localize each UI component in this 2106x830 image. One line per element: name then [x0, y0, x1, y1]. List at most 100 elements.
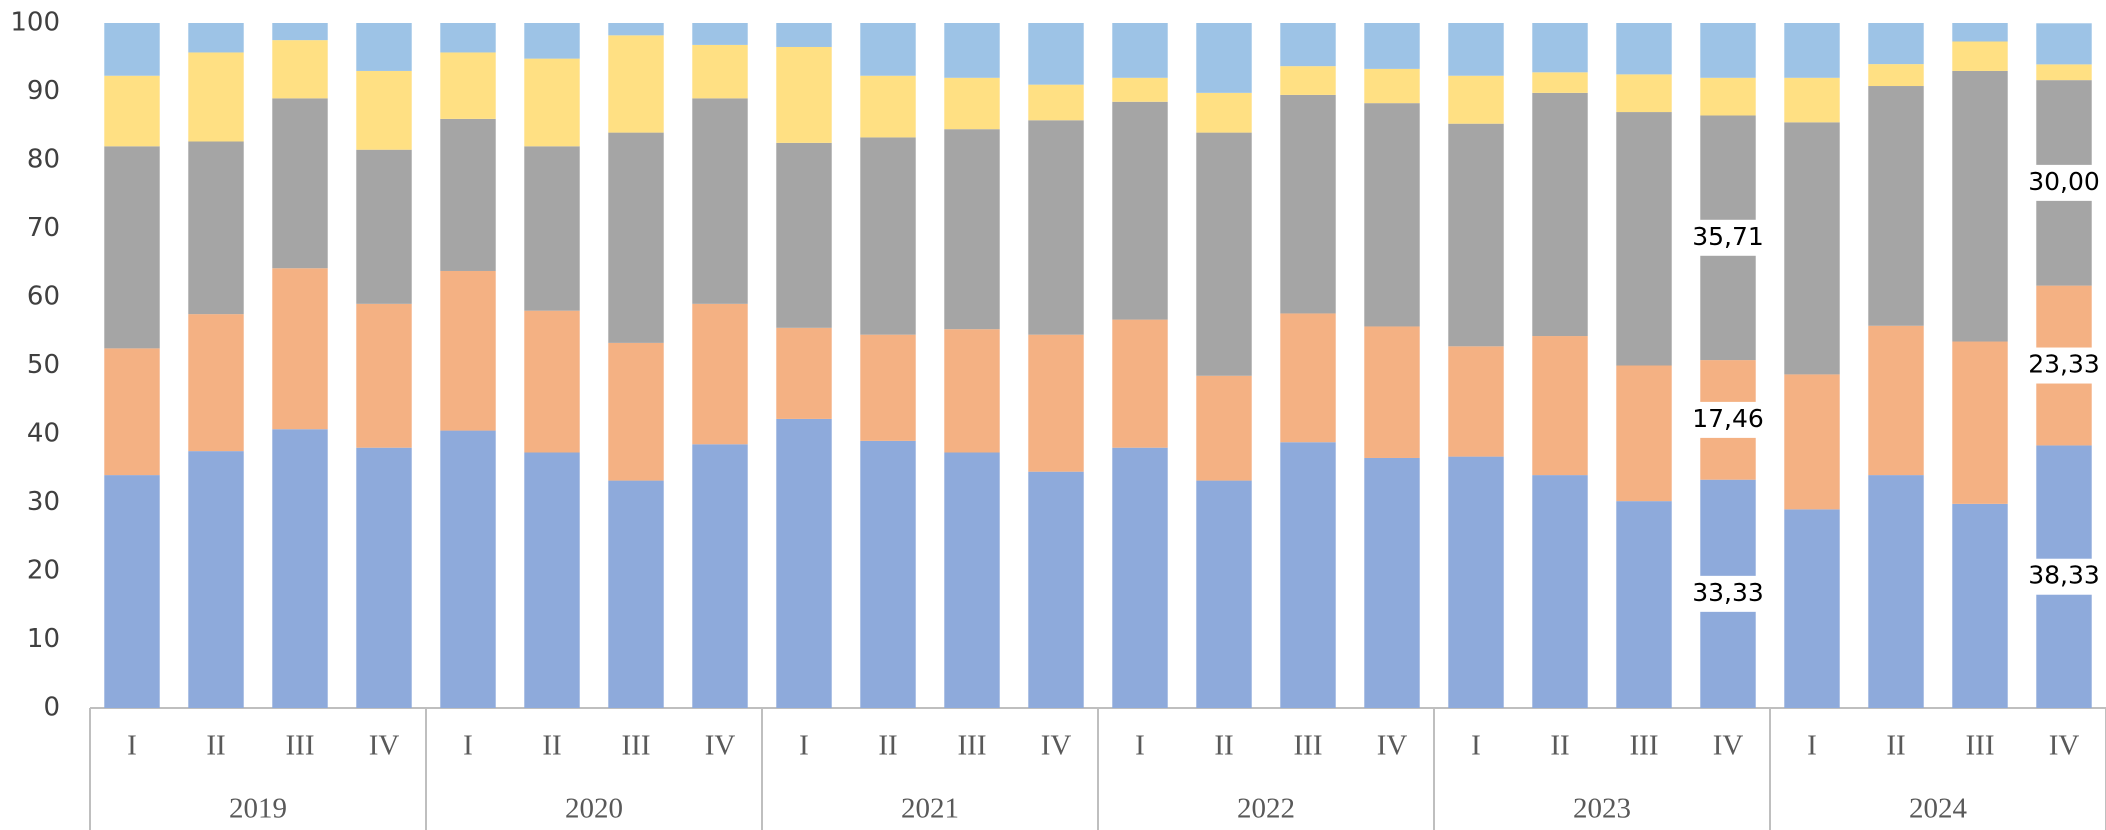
bar-segment	[608, 480, 664, 708]
data-label: 35,71	[1692, 222, 1764, 251]
bar-segment	[104, 475, 160, 708]
x-tick-label: IV	[1713, 730, 1744, 762]
y-tick-label: 10	[27, 624, 60, 654]
x-tick-label: IV	[705, 730, 736, 762]
bar-segment	[1700, 23, 1756, 78]
x-tick-label: I	[463, 730, 473, 762]
bar-segment	[860, 75, 916, 138]
bar-segment	[1112, 23, 1168, 78]
bar-segment	[1868, 23, 1924, 65]
x-tick-label: III	[622, 730, 651, 762]
bar-segment	[272, 268, 328, 430]
bar-segment	[1112, 319, 1168, 448]
bar-segment	[188, 52, 244, 142]
bar-segment	[692, 444, 748, 708]
bar-segment	[1364, 23, 1420, 69]
bar-segment	[860, 334, 916, 441]
bar-segment	[1280, 94, 1336, 314]
bar-segment	[356, 23, 412, 71]
bar-segment	[608, 342, 664, 481]
x-tick-label: IV	[369, 730, 400, 762]
y-tick-label: 60	[27, 282, 60, 312]
bar-segment	[1616, 112, 1672, 366]
bar-segment	[1868, 86, 1924, 326]
bar-segment	[1616, 501, 1672, 708]
bar-segment	[860, 23, 916, 76]
bar-segment	[776, 327, 832, 419]
bar-segment	[356, 149, 412, 304]
bar-segment	[692, 23, 748, 45]
bar-segment	[776, 46, 832, 143]
bar-segment	[104, 75, 160, 147]
bar-segment	[608, 35, 664, 133]
y-tick-label: 80	[27, 145, 60, 175]
bar-segment	[1028, 471, 1084, 708]
bar-segment	[104, 23, 160, 76]
data-label-box	[1688, 219, 1768, 256]
y-tick-label: 20	[27, 556, 60, 586]
data-label: 17,46	[1692, 404, 1764, 433]
bar-segment	[524, 146, 580, 311]
bar-segment	[356, 303, 412, 448]
group-label: 2022	[1237, 793, 1295, 825]
bar-segment	[1028, 334, 1084, 472]
bar-segment	[1112, 101, 1168, 320]
bar-segment	[1280, 442, 1336, 708]
bar-segment	[104, 348, 160, 476]
bar-segment	[1952, 70, 2008, 342]
x-tick-label: IV	[2049, 730, 2080, 762]
bar-segment	[1616, 23, 1672, 75]
data-label-box	[1688, 575, 1768, 612]
bar-segment	[524, 310, 580, 453]
bar-segment	[1616, 74, 1672, 113]
bar-segment	[1700, 77, 1756, 116]
bar-segment	[1364, 103, 1420, 327]
x-tick-label: II	[206, 730, 225, 762]
bar-segment	[944, 329, 1000, 453]
bar-segment	[944, 23, 1000, 78]
bar-segment	[860, 440, 916, 708]
bar-segment	[188, 314, 244, 452]
bar-segment	[1532, 23, 1588, 73]
bar-segment	[1784, 122, 1840, 375]
bar-segment	[1532, 336, 1588, 476]
bar-segment	[1532, 475, 1588, 708]
bar-segment	[1952, 41, 2008, 71]
bar-segment	[1448, 75, 1504, 124]
bar-segment	[356, 70, 412, 150]
x-tick-label: I	[799, 730, 809, 762]
data-label-box	[2024, 164, 2104, 201]
bar-segment	[1196, 375, 1252, 481]
x-tick-label: II	[542, 730, 561, 762]
bar-segment	[104, 146, 160, 349]
bar-segment	[1280, 313, 1336, 443]
x-tick-label: III	[958, 730, 987, 762]
bar-segment	[1868, 64, 1924, 87]
data-label: 23,33	[2028, 350, 2100, 379]
data-label: 33,33	[1692, 578, 1764, 607]
bar-segment	[2036, 23, 2092, 65]
bar-segment	[440, 23, 496, 53]
bar-segment	[692, 98, 748, 304]
x-tick-label: III	[1966, 730, 1995, 762]
bar-segment	[1196, 480, 1252, 708]
bar-segment	[944, 77, 1000, 130]
bar-segment	[1532, 92, 1588, 337]
bar-segment	[1448, 123, 1504, 347]
bar-segment	[272, 40, 328, 99]
y-tick-label: 90	[27, 76, 60, 106]
data-label: 30,00	[2028, 167, 2100, 196]
x-tick-label: IV	[1377, 730, 1408, 762]
bar-segment	[188, 141, 244, 315]
bar-segment	[1280, 23, 1336, 67]
x-tick-label: I	[127, 730, 137, 762]
bar-segment	[440, 430, 496, 708]
x-tick-label: I	[1471, 730, 1481, 762]
data-label-box	[2024, 558, 2104, 595]
bar-segment	[1364, 457, 1420, 708]
bar-segment	[1868, 325, 1924, 476]
group-label: 2021	[901, 793, 959, 825]
bar-segment	[776, 23, 832, 47]
bar-segment	[1448, 23, 1504, 76]
